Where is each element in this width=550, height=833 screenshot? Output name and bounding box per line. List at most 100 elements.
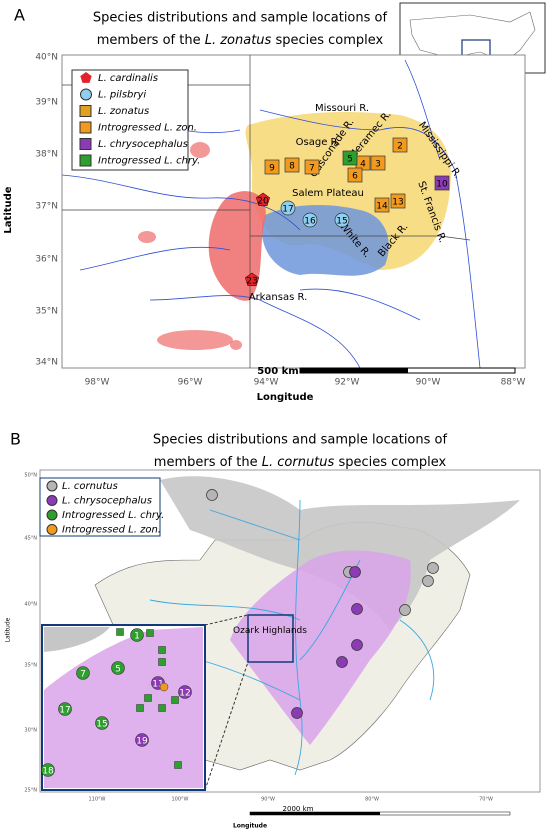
title-part: species complex [275, 33, 383, 48]
site-label: 1 [134, 632, 140, 642]
marker [347, 167, 363, 183]
legend-b [39, 477, 161, 537]
legend-marker [46, 509, 58, 521]
marker [291, 707, 303, 719]
site-label: 7 [309, 164, 315, 174]
site-label: 16 [304, 217, 316, 227]
marker [174, 761, 182, 769]
legend-marker [46, 495, 58, 506]
river-label: Arkansas R. [249, 292, 308, 303]
x-tick-label: 88°W [501, 378, 526, 388]
marker [146, 629, 154, 637]
river-label: Osage R. [296, 137, 341, 148]
marker [334, 212, 350, 228]
x-tick-label: 110°W [89, 797, 106, 803]
title-line: members of the L. cornutus species compl… [154, 455, 447, 470]
marker [399, 604, 411, 616]
y-tick-label: 37°N [35, 202, 58, 212]
site-label: 15 [96, 720, 107, 730]
y-tick-label: 35°N [35, 307, 58, 317]
connector [204, 614, 249, 626]
y-tick-label: 40°N [35, 53, 58, 63]
legend-marker [80, 72, 92, 83]
y-tick-label: 38°N [35, 150, 58, 160]
marker [304, 159, 320, 175]
site-label: 18 [42, 767, 54, 777]
title-part: members of the [154, 455, 258, 470]
marker [349, 566, 361, 578]
x-axis-label: Longitude [257, 392, 314, 403]
legend-label: L. pilsbryi [98, 90, 146, 101]
marker [144, 694, 152, 702]
marker [158, 658, 166, 666]
marker [116, 628, 124, 636]
marker [351, 603, 363, 615]
site-label: 8 [289, 162, 295, 172]
x-tick-label: 90°W [261, 797, 275, 803]
marker [280, 200, 296, 216]
region-text: Ozark Highlands [233, 626, 307, 636]
site-label: 2 [397, 142, 403, 152]
range-cardinalis [230, 340, 242, 350]
legend-label: L. cornutus [62, 481, 118, 492]
x-tick-label: 100°W [172, 797, 189, 803]
site-label: 15 [336, 217, 347, 227]
river-label: Missouri R. [315, 103, 369, 114]
y-axis-label: Latitude [3, 186, 14, 233]
legend-label: L. chrysocephalus [62, 496, 152, 507]
site-label: 4 [360, 160, 366, 170]
site-label: 10 [436, 180, 448, 190]
site-label: 19 [136, 737, 148, 747]
title-line: Species distributions and sample locatio… [93, 11, 388, 26]
x-tick-label: 90°W [416, 378, 441, 388]
legend-label: Introgressed L. zon. [62, 525, 161, 536]
y-tick-label: 40°N [24, 602, 37, 608]
legend-marker [46, 480, 58, 492]
scale-label: 2000 km [283, 805, 314, 813]
legend-marker [79, 121, 92, 134]
site-label: 23 [246, 277, 257, 287]
connector [204, 661, 249, 791]
marker [206, 489, 218, 501]
y-tick-label: 45°N [24, 536, 37, 542]
legend-label: Introgressed L. zon. [98, 123, 197, 134]
inset-range [44, 627, 110, 652]
y-tick-label: 30°N [24, 728, 37, 734]
site-label: 13 [392, 198, 403, 208]
site-label: 5 [347, 155, 353, 165]
range-chrysocephalus [230, 550, 411, 745]
legend-label: L. chrysocephalus [98, 139, 188, 150]
site-label: 6 [352, 172, 358, 182]
site-label: 11 [152, 680, 163, 690]
range-cardinalis [138, 231, 156, 243]
marker [264, 159, 280, 175]
scale-bar [300, 368, 408, 373]
legend-marker [79, 138, 92, 150]
marker [302, 212, 318, 228]
x-tick-label: 70°W [479, 797, 493, 803]
marker [135, 733, 149, 747]
legend-label: L. cardinalis [98, 73, 158, 84]
site-label: 20 [257, 197, 269, 207]
scale-label: 500 km [257, 366, 298, 377]
marker [370, 155, 386, 171]
x-tick-label: 96°W [178, 378, 203, 388]
marker [422, 575, 434, 587]
marker [390, 193, 406, 209]
panel-letter: A [14, 6, 25, 25]
y-tick-label: 36°N [35, 255, 58, 265]
legend-label: Introgressed L. chry. [98, 156, 200, 167]
legend-marker [79, 105, 92, 117]
marker [374, 197, 390, 213]
range-pilsbryi [261, 205, 389, 276]
marker [244, 272, 260, 286]
region-label: Ozark Highlands [233, 626, 307, 636]
marker [58, 702, 72, 716]
y-tick-label: 50°N [24, 473, 37, 479]
legend-label: L. zonatus [98, 106, 149, 117]
marker [111, 661, 125, 675]
title-part: members of the [97, 33, 201, 48]
y-tick-label: 34°N [35, 358, 58, 368]
legend-a [71, 69, 189, 171]
